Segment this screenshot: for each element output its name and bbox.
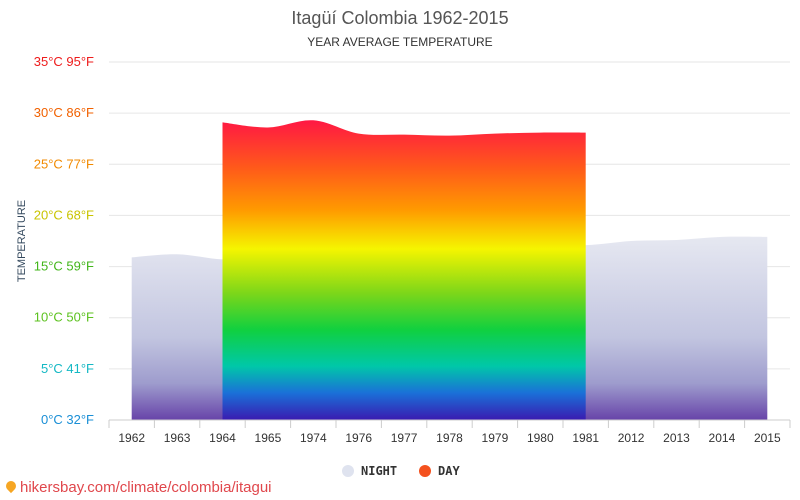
x-tick-label: 1965 (255, 431, 282, 445)
legend: NIGHT DAY (342, 464, 460, 478)
y-tick-label: 15°C 59°F (34, 259, 94, 274)
y-axis-ticks: 0°C 32°F 5°C 41°F 10°C 50°F 15°C 59°F 20°C 6… (34, 54, 94, 427)
source-text: hikersbay.com/climate/colombia/itagui (20, 479, 272, 496)
x-tick-label: 2015 (754, 431, 781, 445)
legend-item-day[interactable]: DAY (419, 464, 460, 478)
x-tick-label: 1974 (300, 431, 327, 445)
plot-area (131, 120, 768, 421)
x-tick-label: 1981 (572, 431, 599, 445)
x-tick-label: 1980 (527, 431, 554, 445)
y-axis-label: TEMPERATURE (16, 200, 28, 282)
chart-title: Itagüí Colombia 1962-2015 (291, 8, 508, 28)
legend-night-marker (342, 465, 354, 477)
y-tick-label: 35°C 95°F (34, 54, 94, 69)
legend-night-label: NIGHT (361, 464, 397, 478)
y-tick-label: 5°C 41°F (41, 361, 94, 376)
x-tick-label: 1963 (164, 431, 191, 445)
legend-item-night[interactable]: NIGHT (342, 464, 397, 478)
y-tick-label: 20°C 68°F (34, 207, 94, 222)
x-tick-label: 1964 (209, 431, 236, 445)
x-axis: 1962 1963 1964 1965 1974 1976 1977 1978 1979 1980… (108, 419, 791, 445)
legend-day-label: DAY (438, 464, 460, 478)
x-tick-label: 1962 (118, 431, 145, 445)
y-tick-label: 30°C 86°F (34, 105, 94, 120)
x-tick-label: 2012 (618, 431, 645, 445)
y-tick-label: 10°C 50°F (34, 310, 94, 325)
x-tick-label: 1979 (482, 431, 509, 445)
source-link[interactable]: hikersbay.com/climate/colombia/itagui (3, 478, 272, 496)
x-tick-label: 1977 (391, 431, 418, 445)
location-pin-icon (3, 478, 19, 494)
x-tick-label: 1976 (345, 431, 372, 445)
x-tick-label: 2013 (663, 431, 690, 445)
legend-day-marker (419, 465, 431, 477)
y-tick-label: 25°C 77°F (34, 156, 94, 171)
chart-subtitle: YEAR AVERAGE TEMPERATURE (307, 35, 492, 49)
x-tick-label: 2014 (709, 431, 736, 445)
x-tick-label: 1978 (436, 431, 463, 445)
y-tick-label: 0°C 32°F (41, 412, 94, 427)
area-day (222, 120, 586, 421)
